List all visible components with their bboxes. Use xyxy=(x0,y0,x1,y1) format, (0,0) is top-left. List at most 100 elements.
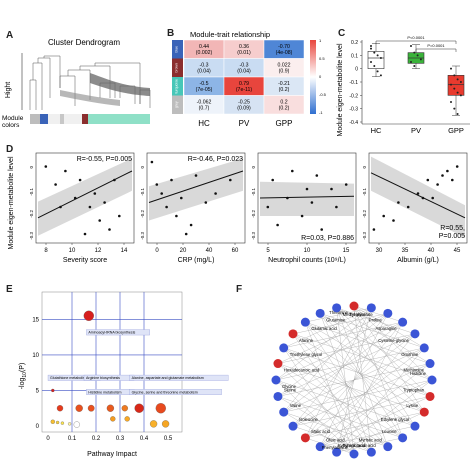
scatter-point xyxy=(44,165,48,168)
e-xtick-label: 0.4 xyxy=(140,436,149,442)
panel-c-ylabel: Module eigen-metabolite level xyxy=(337,43,344,136)
heatmap-column-label: GPP xyxy=(276,119,293,128)
panel-e-xlabel: Pathway Impact xyxy=(87,451,137,458)
pathway-label-box xyxy=(86,329,150,336)
network-edge xyxy=(292,313,388,427)
heatmap-row-swatch xyxy=(172,77,183,96)
box-point xyxy=(456,113,459,115)
box-point xyxy=(456,78,459,81)
scatter-point xyxy=(416,192,420,195)
heatmap-scale-tick: 0 xyxy=(319,74,322,79)
x-tick-label: 15 xyxy=(343,248,350,254)
box-point xyxy=(370,45,372,47)
heatmap-column-label: PV xyxy=(239,119,250,128)
pathway-point xyxy=(134,403,144,413)
box xyxy=(367,51,385,69)
network-node-label: Oleic acid xyxy=(326,438,345,443)
network-edge xyxy=(320,333,416,447)
box-point xyxy=(459,81,462,83)
y-tick-label: -0.2 xyxy=(29,210,34,218)
pathway-point xyxy=(87,404,95,412)
scatter-point xyxy=(344,183,348,186)
y-tick-label: -0.1 xyxy=(251,188,256,196)
scatter-point xyxy=(392,219,395,222)
panel-d-ylabel: Module eigen-metabolite level xyxy=(8,156,15,249)
panel-letter-c: C xyxy=(338,28,346,39)
network-node-label: Valine xyxy=(290,403,302,408)
network-node xyxy=(419,407,429,417)
network-node xyxy=(427,375,437,385)
pathway-point xyxy=(55,420,60,425)
heatmap-scale-tick: 1 xyxy=(319,38,322,43)
network-node xyxy=(288,329,298,339)
network-edge xyxy=(336,307,389,447)
scatter-point xyxy=(165,205,168,209)
network-edge xyxy=(305,322,355,455)
network-edge xyxy=(320,313,425,349)
scatter-point xyxy=(93,192,97,195)
network-edge xyxy=(283,411,355,455)
pathway-point xyxy=(121,405,128,412)
network-edge xyxy=(277,396,372,453)
box-point xyxy=(450,101,452,103)
scatter-point xyxy=(88,205,92,209)
scatter-xlabel: Albumin (g/L) xyxy=(397,257,439,264)
network-edge xyxy=(319,313,372,453)
network-node-label: Glutamic acid xyxy=(311,326,337,331)
pathway-label: Aminoacyl-tRNA biosynthesis xyxy=(88,331,135,335)
heatmap-cell-value: (7e-05) xyxy=(196,87,213,93)
y-tick-label: -0.2 xyxy=(362,210,367,218)
heatmap-cell-value: -0.25 xyxy=(238,100,250,106)
network-edge xyxy=(283,411,388,447)
network-node xyxy=(366,447,376,457)
network-node xyxy=(279,407,289,417)
pathway-point xyxy=(161,420,170,428)
network-edge xyxy=(277,363,372,453)
c-ytick-label: 0.2 xyxy=(351,40,358,46)
x-tick-label: 40 xyxy=(206,248,213,254)
panel-b-title: Module-trait relationship xyxy=(190,30,270,39)
heatmap-cell-value: (0.2) xyxy=(279,87,290,93)
e-ytick-label: 5 xyxy=(36,388,40,394)
box-point xyxy=(413,65,416,67)
network-node xyxy=(383,308,393,318)
network-edge xyxy=(283,307,372,413)
scatter-point xyxy=(276,223,279,227)
network-node xyxy=(332,303,342,313)
network-node-label: Glutamine xyxy=(326,317,346,322)
network-node xyxy=(315,442,325,452)
heatmap-cell-value: (0.01) xyxy=(237,50,251,56)
x-tick-label: 10 xyxy=(304,248,311,254)
network-edge xyxy=(275,379,355,455)
network-node xyxy=(273,391,283,401)
network-edge xyxy=(275,321,403,381)
panel-a-dendrogram: Cluster Dendrogram Hight Module colors xyxy=(2,38,151,129)
pathway-point xyxy=(124,416,130,422)
network-edge xyxy=(320,363,431,447)
network-edge xyxy=(283,347,355,455)
network-edge xyxy=(292,333,425,413)
network-edge xyxy=(283,347,431,397)
network-edge xyxy=(305,379,433,439)
network-node-label: Tryptophan xyxy=(403,387,425,392)
box-point xyxy=(410,61,412,63)
y-tick-label: -0.2 xyxy=(251,210,256,218)
heatmap-cell xyxy=(263,95,305,115)
network-node xyxy=(288,421,298,431)
confidence-band xyxy=(260,181,354,216)
network-edge xyxy=(353,305,425,349)
box-point xyxy=(413,51,416,54)
network-edge xyxy=(305,437,355,455)
scatter-point xyxy=(441,174,444,177)
heatmap-row-label: blue xyxy=(175,46,179,53)
y-tick-label: -0.1 xyxy=(29,188,34,196)
network-node xyxy=(300,433,310,443)
scatter-point xyxy=(160,192,163,195)
network-node-label: Triethylene glycol xyxy=(290,352,322,357)
box-point xyxy=(410,45,412,47)
pathway-point xyxy=(73,421,80,428)
network-node xyxy=(383,442,393,452)
network-node xyxy=(425,359,435,369)
heatmap-cell-value: (4e-08) xyxy=(276,50,293,56)
heatmap-scale-tick: -1 xyxy=(319,110,323,115)
